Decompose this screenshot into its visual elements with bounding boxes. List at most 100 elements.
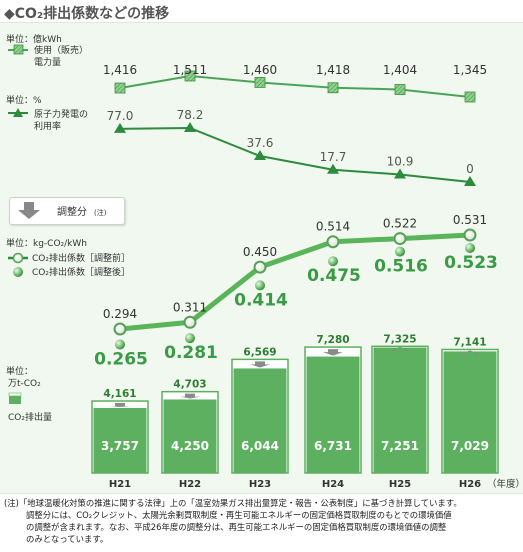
adjustment-arrow-icon xyxy=(18,202,40,219)
coef-after-legend-marker xyxy=(13,267,23,277)
coef-before-line xyxy=(119,232,471,332)
coef-after-label: CO₂排出係数［調整後］ xyxy=(32,266,130,278)
bar-before-label-H22: 4,703 xyxy=(173,379,206,391)
emission-legend-swatch xyxy=(9,396,21,404)
sales-label-H25: 1,404 xyxy=(383,63,417,77)
nuclear-line xyxy=(119,126,471,183)
emission-label: CO₂排出量 xyxy=(8,411,52,423)
coef-after-label-H23: 0.414 xyxy=(234,290,288,310)
sales-label-H23: 1,460 xyxy=(243,63,277,77)
nuclear-label-H22: 78.2 xyxy=(177,108,204,122)
x-axis-suffix: （年度） xyxy=(487,478,523,490)
bar-after-label-H22: 4,250 xyxy=(171,439,209,453)
coef-after-label-H21: 0.265 xyxy=(94,350,148,370)
x-tick-H26: H26 xyxy=(459,479,481,490)
footnote-line-2: 調整分には、CO₂クレジット、太陽光余剰買取制度・再生可能エネルギーの固定価格買… xyxy=(26,510,452,520)
bar-after-H21 xyxy=(93,408,147,473)
coef-after-label-H26: 0.523 xyxy=(444,253,498,273)
sales-marker-H25 xyxy=(394,84,406,95)
coef-after-label-H22: 0.281 xyxy=(164,343,218,363)
nuclear-label-2: 利用率 xyxy=(34,120,61,132)
sales-marker-H24 xyxy=(327,82,339,94)
adjust-arrow-H25 xyxy=(390,346,410,352)
coef-after-marker-H21 xyxy=(115,339,125,350)
bar-after-label-H21: 3,757 xyxy=(101,439,139,453)
footnote: (注)「地球温暖化対策の推進に関する法律」上の「温室効果ガス排出量算定・報告・公… xyxy=(4,497,519,545)
sales-label-2: 電力量 xyxy=(34,56,61,68)
adjust-arrow-H21 xyxy=(110,403,130,408)
footnote-line-3: の調整が含まれます。なお、平成26年度の調整分は、再生可能エネルギーの固定価格買… xyxy=(26,522,447,532)
emission-bars: 4,161 3,757 4,703 4,250 6,569 6,044 7,280 6,731… xyxy=(91,333,499,474)
footnote-line-1: (注)「地球温暖化対策の推進に関する法律」上の「温室効果ガス排出量算定・報告・公… xyxy=(4,498,462,508)
nuclear-marker-H21 xyxy=(114,122,126,133)
nuclear-marker-H25 xyxy=(394,168,406,179)
sales-label-1: 使用（販売） xyxy=(34,44,88,56)
nuclear-marker-H23 xyxy=(254,150,266,161)
coef-before-label-H24: 0.514 xyxy=(316,220,350,234)
coef-after-marker-H25 xyxy=(395,246,405,257)
bar-after-H22 xyxy=(163,399,217,473)
coef-after-marker-H23 xyxy=(255,280,265,291)
nuclear-label-H25: 10.9 xyxy=(387,154,414,168)
coef-before-marker-H26 xyxy=(463,228,477,242)
bar-after-label-H26: 7,029 xyxy=(451,439,489,453)
coef-before-label: CO₂排出係数［調整前］ xyxy=(32,252,130,264)
nuclear-label-H23: 37.6 xyxy=(247,136,274,150)
coef-after-marker-H22 xyxy=(185,333,195,344)
bar-before-label-H21: 4,161 xyxy=(103,388,136,400)
coef-before-label-H25: 0.522 xyxy=(383,217,417,231)
footnote-line-4: のみとなっています。 xyxy=(26,534,109,544)
nuclear-unit: 単位：% xyxy=(6,94,42,106)
coef-unit: 単位：kg-CO₂/kWh xyxy=(6,237,87,249)
nuclear-marker-H22 xyxy=(184,122,196,132)
nuclear-marker-H26 xyxy=(464,176,476,186)
bar-before-label-H23: 6,569 xyxy=(243,346,276,358)
bar-after-H24 xyxy=(306,356,360,473)
nuclear-label-H24: 17.7 xyxy=(320,150,347,164)
coef-before-label-H22: 0.311 xyxy=(173,300,207,314)
sales-line xyxy=(119,74,471,98)
sales-unit: 単位：億kWh xyxy=(6,33,62,45)
coef-before-label-H21: 0.294 xyxy=(103,307,137,321)
nuclear-label-H21: 77.0 xyxy=(107,109,134,123)
nuclear-series: 77.0 78.2 37.6 17.7 10.9 0 xyxy=(107,108,476,186)
x-tick-H22: H22 xyxy=(179,479,201,490)
sales-label-H26: 1,345 xyxy=(453,63,487,77)
coef-before-marker-H23 xyxy=(253,260,267,274)
coef-before-legend-marker xyxy=(12,252,24,264)
coef-after-marker-H24 xyxy=(328,256,338,267)
nuclear-marker-H24 xyxy=(327,163,339,174)
sales-label-H22: 1,511 xyxy=(173,63,207,77)
adjustment-note-mark: (注) xyxy=(94,208,107,217)
bar-after-H25 xyxy=(373,347,427,473)
x-axis-ticks: H21 H22 H23 H24 H25 H26 xyxy=(109,479,481,490)
sales-label-H21: 1,416 xyxy=(103,63,137,77)
bar-before-label-H24: 7,280 xyxy=(316,334,349,346)
emission-unit-2: 万t-CO₂ xyxy=(8,379,41,389)
nuclear-label-1: 原子力発電の xyxy=(34,108,88,120)
x-tick-H24: H24 xyxy=(322,479,344,490)
nuclear-legend-marker xyxy=(13,108,23,117)
coef-after-marker-H26 xyxy=(465,243,475,253)
coef-after-label-H24: 0.475 xyxy=(307,266,361,286)
sales-marker-H21 xyxy=(114,82,126,94)
sales-marker-H22 xyxy=(184,70,196,82)
x-tick-H21: H21 xyxy=(109,479,131,490)
adjustment-label: 調整分 xyxy=(57,205,87,218)
sales-marker-H26 xyxy=(464,91,476,103)
adjust-arrow-H26 xyxy=(460,350,480,355)
sales-marker-H23 xyxy=(254,77,266,88)
coef-before-marker-H25 xyxy=(393,232,407,246)
bar-after-H23 xyxy=(233,368,287,473)
bar-after-label-H24: 6,731 xyxy=(314,439,352,453)
coefficient-series: 0.294 0.265 0.311 0.281 0.450 0.414 0.514 0.475… xyxy=(94,213,498,370)
coef-before-marker-H21 xyxy=(113,322,127,336)
bar-before-label-H26: 7,141 xyxy=(453,336,486,348)
bar-before-label-H25: 7,325 xyxy=(383,333,416,345)
adjust-arrow-H23 xyxy=(250,361,270,368)
sales-label-H24: 1,418 xyxy=(316,63,350,77)
emission-unit-1: 単位： xyxy=(6,365,33,377)
coef-before-label-H23: 0.450 xyxy=(243,245,277,259)
bar-after-label-H23: 6,044 xyxy=(241,439,279,453)
